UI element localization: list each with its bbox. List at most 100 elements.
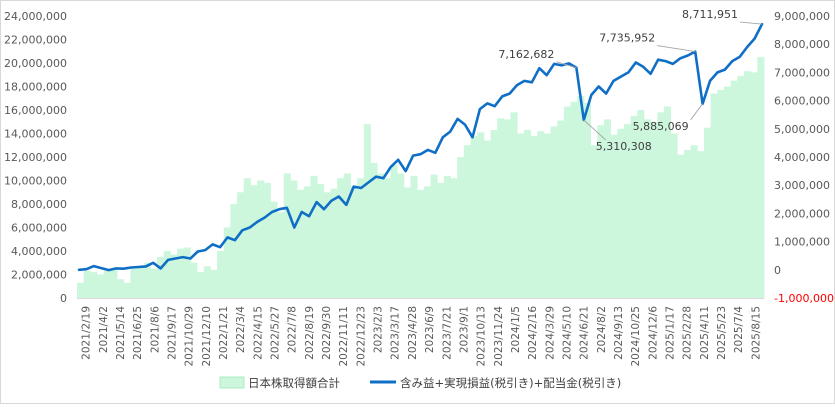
- area-bar: [617, 128, 625, 298]
- area-bar: [377, 173, 385, 298]
- area-bar: [657, 112, 665, 298]
- area-bar: [670, 133, 678, 298]
- legend-label-area: 日本株取得額合計: [248, 376, 340, 390]
- y-right-tick-label: 6,000,000: [774, 95, 830, 108]
- y-right-tick-label: -1,000,000: [774, 292, 834, 305]
- area-bar: [170, 254, 178, 298]
- area-bar: [257, 180, 265, 298]
- annotation-label: 7,162,682: [498, 48, 554, 61]
- x-tick-label: 2024/10/25: [630, 306, 642, 367]
- x-tick-label: 2022/11/11: [338, 306, 350, 367]
- area-bar: [750, 72, 758, 299]
- area-bar: [323, 192, 331, 298]
- area-bar: [243, 178, 251, 298]
- area-bar: [523, 129, 531, 298]
- area-bar: [203, 266, 211, 298]
- area-bar: [603, 119, 611, 299]
- y-left-tick-label: 12,000,000: [4, 151, 67, 164]
- area-bar: [457, 157, 465, 298]
- y-right-tick-label: 2,000,000: [774, 207, 830, 220]
- area-bar: [637, 110, 645, 298]
- x-tick-label: 2022/9/30: [321, 306, 333, 360]
- area-bar: [163, 251, 171, 298]
- y-left-tick-label: 20,000,000: [4, 57, 67, 70]
- area-bar: [483, 140, 491, 298]
- x-tick-label: 2022/7/8: [287, 306, 299, 353]
- x-tick-label: 2021/5/14: [115, 306, 127, 360]
- area-bar: [250, 185, 258, 298]
- area-bar: [563, 106, 571, 298]
- area-bar: [303, 186, 311, 299]
- y-left-tick-label: 6,000,000: [11, 222, 67, 235]
- area-bar: [277, 212, 285, 298]
- area-bar: [630, 115, 638, 299]
- area-bar: [117, 279, 125, 298]
- x-tick-label: 2025/7/4: [733, 306, 745, 353]
- annotation-label: 5,885,069: [633, 120, 689, 133]
- area-bar: [590, 145, 598, 298]
- area-bar: [443, 175, 451, 298]
- area-bar: [337, 178, 345, 298]
- area-bar: [290, 180, 298, 298]
- area-bar: [577, 95, 585, 299]
- x-tick-label: 2022/8/19: [304, 306, 316, 360]
- area-bar: [450, 178, 458, 298]
- area-bar: [543, 133, 551, 298]
- area-bar: [723, 86, 732, 298]
- area-bar: [137, 267, 145, 298]
- y-left-tick-label: 24,000,000: [4, 10, 67, 23]
- x-tick-label: 2024/9/13: [613, 306, 625, 360]
- area-bar: [703, 127, 712, 299]
- area-bar: [150, 268, 158, 299]
- annotation-leader: [690, 103, 703, 121]
- x-tick-label: 2024/1/5: [510, 306, 522, 353]
- x-tick-label: 2023/6/9: [424, 306, 436, 353]
- area-bar: [470, 135, 478, 298]
- x-tick-label: 2023/4/28: [407, 306, 419, 360]
- x-tick-label: 2024/5/10: [562, 306, 574, 360]
- area-bar: [730, 80, 738, 299]
- x-tick-label: 2025/4/11: [699, 306, 711, 360]
- area-bar: [237, 192, 245, 298]
- area-bar: [83, 270, 91, 298]
- annotation-label: 5,310,308: [596, 140, 652, 153]
- y-left-tick-label: 0: [60, 292, 67, 305]
- area-bar: [283, 173, 291, 298]
- area-bar: [683, 149, 692, 298]
- area-bar: [330, 188, 338, 298]
- x-tick-label: 2023/10/13: [476, 306, 488, 367]
- x-tick-label: 2024/3/29: [544, 306, 556, 360]
- area-bar: [223, 227, 231, 298]
- annotation-leader: [556, 61, 577, 69]
- area-bar: [403, 187, 411, 298]
- annotation-label: 8,711,951: [682, 8, 738, 21]
- line-series-path: [77, 22, 764, 272]
- x-tick-label: 2023/7/21: [441, 306, 453, 360]
- x-tick-label: 2021/9/17: [167, 306, 179, 360]
- area-bar: [197, 272, 205, 298]
- x-tick-label: 2021/6/25: [132, 306, 144, 360]
- x-tick-label: 2025/5/23: [716, 306, 728, 360]
- line-series-layer: [77, 22, 764, 272]
- area-bar: [583, 102, 591, 298]
- y-right-tick-label: 5,000,000: [774, 123, 830, 136]
- y-right-tick-label: 0: [774, 264, 781, 277]
- legend: 日本株取得額合計 含み益+実現損益(税引き)+配当金(税引き): [219, 376, 621, 390]
- area-bar: [263, 182, 271, 298]
- x-tick-label: 2023/11/24: [493, 306, 505, 367]
- y-right-tick-label: 7,000,000: [774, 66, 830, 79]
- area-bar: [537, 131, 545, 298]
- area-bar: [130, 268, 138, 299]
- area-bar: [737, 75, 745, 299]
- y-left-tick-label: 4,000,000: [11, 245, 67, 258]
- area-bar: [190, 262, 198, 298]
- area-bar: [743, 71, 752, 298]
- area-bar: [643, 119, 652, 299]
- y-left-tick-label: 16,000,000: [4, 104, 67, 117]
- x-tick-label: 2024/2/16: [527, 306, 539, 360]
- area-bar: [363, 124, 371, 298]
- x-tick-label: 2022/12/23: [355, 306, 367, 367]
- area-bar: [350, 186, 358, 299]
